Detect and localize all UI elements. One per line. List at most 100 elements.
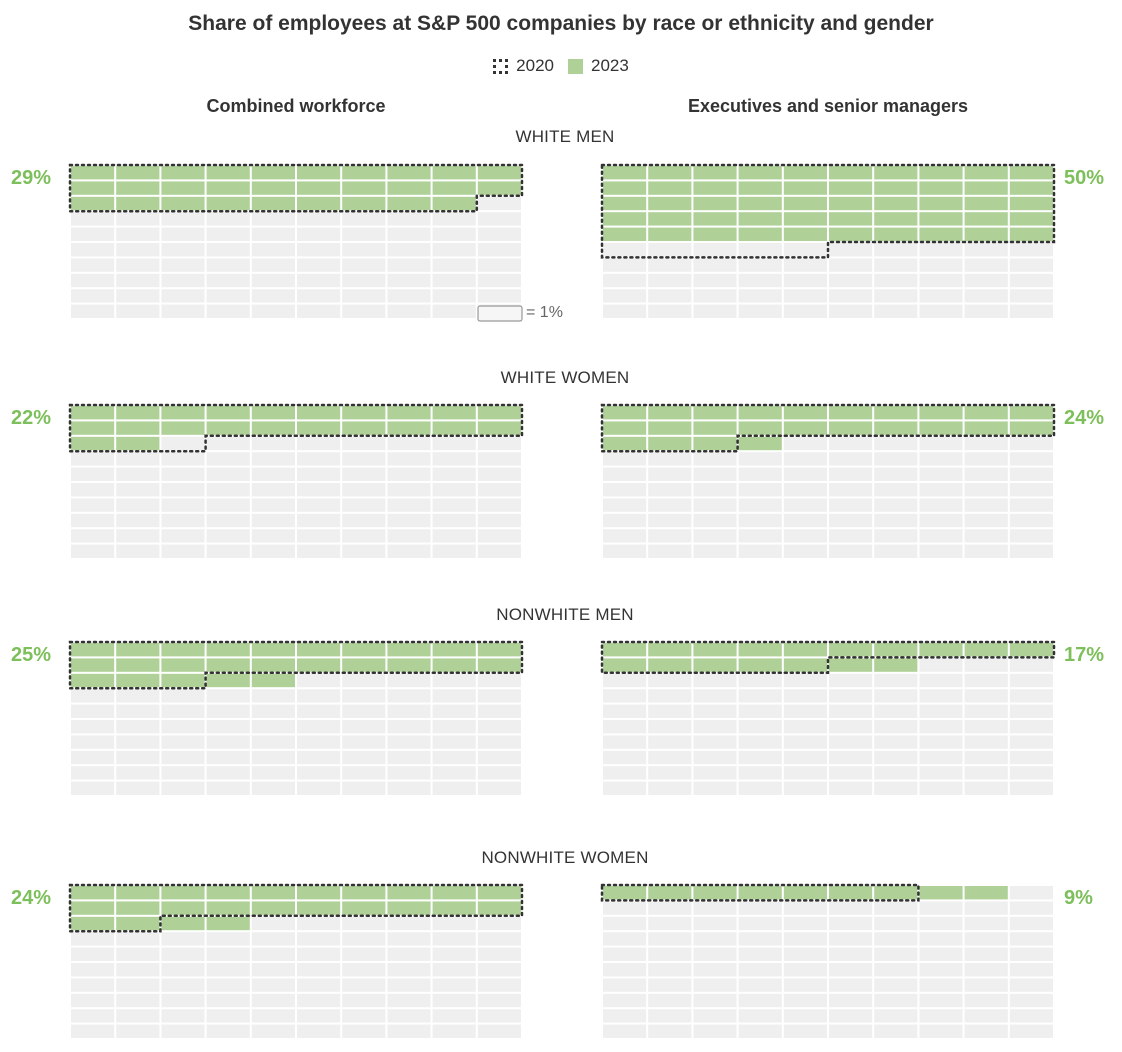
waffle-cell-empty (693, 1024, 737, 1038)
waffle-cell-empty (693, 993, 737, 1008)
group-label-nonwhite-men: NONWHITE MEN (496, 605, 634, 624)
waffle-cell-empty (783, 704, 827, 718)
waffle-cell-empty (693, 304, 737, 318)
waffle-cell-empty (964, 916, 1008, 931)
waffle-cell-empty (477, 963, 521, 977)
waffle-cell-empty (71, 544, 115, 558)
waffle-cell-empty (919, 243, 963, 257)
waffle-cell-2023 (919, 643, 963, 657)
waffle-cell-empty (477, 452, 521, 466)
waffle-cell-empty (251, 720, 295, 734)
waffle-cell-empty (432, 483, 476, 497)
waffle-cell-2023 (161, 916, 205, 931)
waffle-cell-2023 (693, 421, 737, 435)
waffle-cell-2023 (342, 886, 386, 900)
waffle-cell-empty (964, 750, 1008, 765)
waffle-cell-empty (477, 544, 521, 558)
waffle-cell-empty (783, 529, 827, 543)
waffle-cell-empty (477, 720, 521, 734)
waffle-cell-empty (432, 544, 476, 558)
waffle-cell-empty (603, 916, 647, 931)
waffle-cell-empty (829, 498, 873, 512)
waffle-cell-empty (829, 947, 873, 961)
waffle-cell-empty (1009, 766, 1053, 780)
waffle-cell-empty (603, 978, 647, 992)
waffle-cell-2023 (783, 421, 827, 435)
waffle-cell-empty (477, 258, 521, 272)
waffle-cell-empty (648, 498, 692, 512)
percent-label: 50% (1064, 167, 1105, 189)
waffle-cell-empty (919, 258, 963, 272)
waffle-cell-empty (251, 498, 295, 512)
waffle-cell-2023 (342, 166, 386, 180)
waffle-cell-empty (1009, 304, 1053, 318)
waffle-cell-empty (648, 452, 692, 466)
waffle-cell-empty (297, 436, 341, 451)
waffle-cell-empty (387, 258, 431, 272)
waffle-cell-empty (116, 304, 160, 318)
waffle-cell-empty (919, 932, 963, 946)
waffle-cell-2023 (603, 643, 647, 657)
waffle-cell-empty (693, 483, 737, 497)
waffle-cell-empty (738, 289, 782, 303)
waffle-cell-empty (693, 498, 737, 512)
outline-2020 (68, 640, 524, 690)
waffle-cell-empty (206, 467, 250, 481)
waffle-cell-empty (829, 513, 873, 528)
waffle-cell-empty (342, 258, 386, 272)
waffle-cell-2023 (161, 196, 205, 211)
waffle-cell-empty (738, 978, 782, 992)
waffle-cell-empty (1009, 886, 1053, 900)
waffle-cell-empty (1009, 704, 1053, 718)
waffle-cell-empty (71, 258, 115, 272)
waffle-cell-empty (829, 735, 873, 749)
waffle-cell-empty (432, 289, 476, 303)
waffle-cell-empty (71, 947, 115, 961)
waffle-cell-2023 (603, 181, 647, 195)
waffle-cell-2023 (387, 658, 431, 672)
waffle-cell-2023 (116, 406, 160, 420)
waffle-cell-empty (432, 498, 476, 512)
waffle-cell-2023 (161, 673, 205, 688)
waffle-cell-empty (297, 993, 341, 1008)
waffle-cell-empty (783, 689, 827, 703)
waffle-cell-2023 (71, 166, 115, 180)
waffle-cell-empty (432, 781, 476, 795)
waffle-cell-empty (342, 436, 386, 451)
waffle-cell-empty (1009, 720, 1053, 734)
legend-swatch-2020 (493, 58, 509, 74)
waffle-cell-empty (874, 1009, 918, 1023)
waffle-cell-2023 (206, 166, 250, 180)
waffle-cell-empty (161, 735, 205, 749)
waffle-cell-empty (829, 1024, 873, 1038)
waffle-cell-empty (251, 993, 295, 1008)
waffle-cell-empty (874, 735, 918, 749)
waffle-cell-empty (738, 781, 782, 795)
waffle-cell-empty (387, 243, 431, 257)
waffle-cell-2023 (783, 196, 827, 211)
outline-2020 (68, 403, 524, 453)
waffle-cell-empty (964, 513, 1008, 528)
waffle-cell-empty (1009, 273, 1053, 288)
waffle-cell-empty (919, 750, 963, 765)
waffle-cell-empty (919, 467, 963, 481)
waffle-cell-empty (342, 673, 386, 688)
waffle-cell-empty (738, 720, 782, 734)
waffle-cell-empty (603, 529, 647, 543)
legend-item-2020: 2020 (493, 56, 554, 76)
waffle-cell-2023 (71, 673, 115, 688)
waffle-cell-empty (297, 243, 341, 257)
waffle-cell-2023 (738, 227, 782, 241)
waffle-cell-empty (206, 243, 250, 257)
percent-label: 9% (1064, 887, 1093, 909)
waffle-cell-2023 (603, 436, 647, 451)
waffle-cell-empty (603, 1024, 647, 1038)
waffle-cell-2023 (206, 406, 250, 420)
waffle-cell-empty (603, 720, 647, 734)
waffle-cell-empty (964, 673, 1008, 688)
waffle-cell-empty (297, 916, 341, 931)
waffle-cell-empty (603, 544, 647, 558)
waffle-cell-2023 (964, 212, 1008, 226)
waffle-cell-empty (432, 735, 476, 749)
waffle-cell-empty (1009, 750, 1053, 765)
